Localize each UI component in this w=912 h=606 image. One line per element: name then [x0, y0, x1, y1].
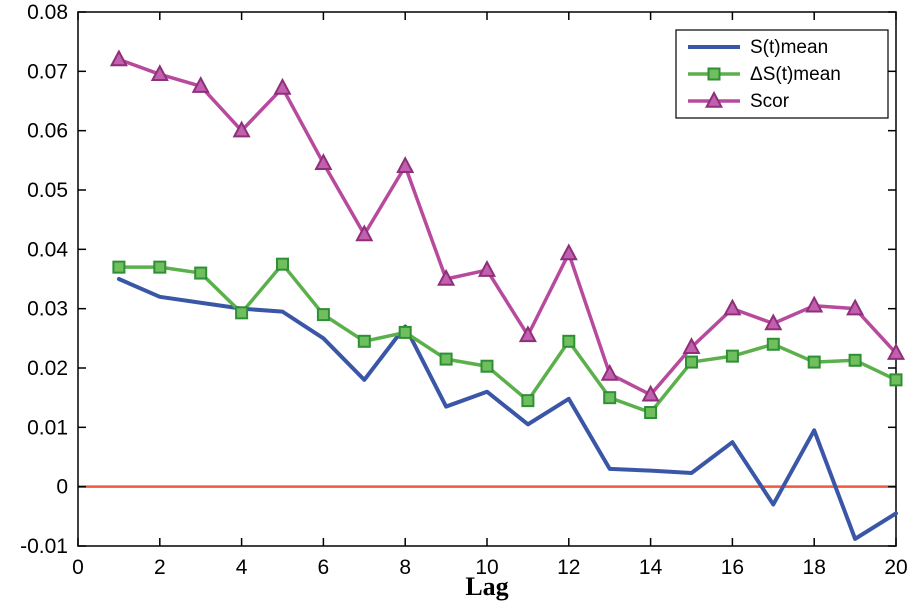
triangle-marker	[846, 298, 865, 316]
legend-label: S(t)mean	[750, 37, 828, 58]
square-marker	[889, 373, 903, 387]
axes: 0 2 4 6 8 10 12 14 16 18 20-0.0100.010.020.030.040…	[20, 1, 908, 579]
triangle-marker	[232, 120, 251, 138]
triangle-marker	[314, 153, 333, 171]
x-tick-label: 20	[884, 556, 907, 579]
square-marker	[276, 257, 289, 271]
square-marker	[398, 325, 412, 339]
triangle-marker	[764, 313, 783, 331]
x-tick-label: 14	[639, 556, 663, 579]
triangle-marker	[437, 268, 456, 286]
square-marker	[807, 355, 821, 369]
triangle-marker	[600, 363, 619, 381]
x-tick-label: 8	[399, 556, 411, 579]
square-marker	[480, 359, 494, 373]
triangle-marker	[682, 337, 701, 354]
x-tick-label: 18	[803, 556, 826, 579]
series-ΔS(t)mean	[112, 257, 903, 419]
legend: S(t)mean ΔS(t)mean Scor	[675, 29, 889, 119]
triangle-marker	[355, 224, 374, 242]
y-tick-label: 0.07	[27, 60, 68, 83]
square-marker	[644, 406, 658, 419]
y-tick-label: 0.03	[27, 298, 68, 321]
legend-label: ΔS(t)mean	[750, 64, 841, 85]
square-marker	[235, 306, 249, 320]
x-tick-label: 16	[721, 556, 744, 579]
square-marker	[194, 266, 208, 280]
square-marker	[685, 355, 698, 369]
y-tick-label: 0.04	[27, 238, 68, 261]
triangle-marker	[191, 76, 210, 93]
triangle-marker	[518, 325, 537, 343]
y-tick-label: 0	[56, 476, 68, 499]
y-tick-label: 0.02	[27, 357, 68, 380]
triangle-marker	[723, 298, 742, 316]
triangle-marker	[150, 64, 169, 82]
y-tick-label: 0.01	[27, 416, 68, 439]
x-axis-label: Lag	[465, 572, 509, 601]
square-marker	[766, 337, 780, 351]
x-tick-label: 4	[236, 556, 248, 579]
square-marker	[153, 260, 167, 274]
triangle-marker	[805, 295, 824, 313]
square-marker	[357, 334, 371, 348]
y-tick-label: 0.05	[27, 179, 68, 202]
x-tick-label: 2	[154, 556, 166, 579]
triangle-marker	[559, 243, 578, 261]
square-marker	[603, 391, 617, 405]
x-tick-label: 10	[475, 556, 498, 579]
square-marker	[707, 67, 721, 81]
triangle-marker	[109, 49, 128, 67]
y-tick-label: 0.06	[27, 120, 68, 143]
square-marker	[562, 334, 576, 348]
series-Scor	[109, 49, 906, 402]
square-marker	[521, 394, 535, 408]
triangle-marker	[273, 77, 292, 95]
square-marker	[112, 260, 126, 274]
x-tick-label: 12	[557, 556, 580, 579]
x-tick-label: 0	[72, 556, 84, 579]
legend-label: Scor	[750, 91, 790, 112]
triangle-marker	[704, 90, 724, 108]
triangle-marker	[477, 259, 497, 277]
square-marker	[439, 352, 453, 366]
triangle-marker	[886, 343, 906, 360]
series-S(t)mean	[116, 277, 898, 541]
square-marker	[848, 353, 862, 367]
y-tick-label: 0.08	[27, 1, 68, 24]
x-tick-label: 6	[318, 556, 330, 579]
triangle-marker	[396, 156, 415, 174]
triangle-marker	[641, 384, 660, 402]
square-marker	[316, 308, 330, 322]
y-tick-label: -0.01	[20, 535, 68, 558]
square-marker	[725, 349, 739, 363]
